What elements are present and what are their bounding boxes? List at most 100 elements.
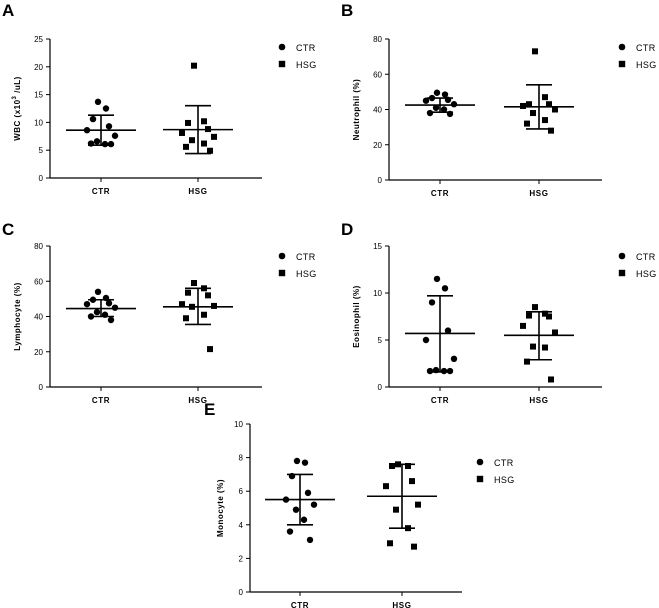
data-point bbox=[83, 300, 91, 308]
y-tick-label: 0 bbox=[239, 588, 244, 597]
panel-letter: C bbox=[2, 220, 14, 239]
x-tick-label: HSG bbox=[392, 601, 411, 608]
legend: CTR HSG bbox=[618, 43, 656, 70]
data-point bbox=[183, 315, 189, 322]
data-point bbox=[387, 540, 393, 547]
data-point bbox=[426, 367, 434, 375]
y-axis-title: Monocyte (%) bbox=[216, 479, 225, 537]
legend-label-hsg: HSG bbox=[296, 60, 317, 70]
data-point bbox=[383, 483, 389, 490]
series-ctr bbox=[405, 89, 475, 118]
y-tick-label: 0 bbox=[378, 383, 383, 392]
data-point bbox=[542, 94, 548, 101]
data-point bbox=[440, 106, 448, 113]
data-point bbox=[520, 102, 526, 109]
data-point bbox=[306, 536, 314, 544]
legend-marker-hsg bbox=[618, 60, 626, 68]
data-point bbox=[524, 120, 530, 127]
data-point bbox=[111, 304, 119, 311]
y-tick-label: 0 bbox=[378, 176, 383, 185]
data-point bbox=[440, 367, 448, 375]
legend: CTR HSG bbox=[476, 458, 514, 485]
legend-label-hsg: HSG bbox=[296, 269, 317, 279]
y-tick-label: 6 bbox=[239, 487, 244, 496]
x-tick-label: CTR bbox=[291, 601, 309, 608]
data-point bbox=[101, 140, 109, 148]
y-axis-title: WBC (x103 /uL) bbox=[12, 76, 22, 141]
data-point bbox=[520, 322, 526, 329]
legend-marker-ctr bbox=[618, 43, 626, 51]
series-ctr bbox=[405, 275, 475, 375]
data-point bbox=[389, 463, 395, 469]
y-tick-label: 40 bbox=[34, 313, 43, 322]
y-tick-label: 4 bbox=[239, 521, 244, 530]
legend: CTR HSG bbox=[618, 252, 657, 279]
legend-marker-ctr bbox=[278, 43, 286, 51]
data-point bbox=[111, 132, 119, 139]
data-point bbox=[446, 110, 454, 118]
y-tick-label: 5 bbox=[378, 336, 383, 345]
data-point bbox=[405, 463, 411, 469]
data-point bbox=[450, 101, 458, 108]
y-tick-label: 80 bbox=[34, 242, 43, 251]
x-tick-label: HSG bbox=[188, 187, 207, 196]
series-ctr bbox=[66, 98, 136, 148]
data-point bbox=[201, 118, 207, 125]
data-point bbox=[102, 294, 110, 302]
data-point bbox=[409, 478, 415, 485]
data-point bbox=[185, 119, 191, 126]
data-point bbox=[292, 506, 300, 513]
panel-a: A 0 5 10 15 20 25 WBC (x103 /uL) CTR HSG CTR HSG bbox=[2, 1, 317, 196]
data-point bbox=[205, 126, 211, 133]
series-ctr bbox=[66, 288, 136, 324]
y-tick-label: 60 bbox=[34, 277, 43, 286]
y-tick-label: 80 bbox=[373, 35, 382, 44]
data-point bbox=[105, 123, 113, 130]
data-point bbox=[524, 358, 530, 365]
data-point bbox=[286, 528, 294, 535]
data-point bbox=[530, 110, 536, 117]
y-tick-label: 60 bbox=[373, 70, 382, 79]
data-point bbox=[293, 457, 301, 465]
data-point bbox=[526, 312, 532, 319]
data-point bbox=[432, 104, 440, 111]
data-point bbox=[288, 472, 296, 480]
data-point bbox=[201, 140, 207, 147]
y-tick-label: 20 bbox=[373, 141, 382, 150]
data-point bbox=[446, 367, 454, 375]
legend-label-ctr: CTR bbox=[636, 252, 656, 262]
y-tick-label: 10 bbox=[234, 420, 243, 429]
data-point bbox=[444, 96, 452, 104]
data-point bbox=[191, 62, 197, 69]
legend-marker-ctr bbox=[476, 458, 484, 466]
legend-marker-hsg bbox=[278, 60, 286, 68]
y-tick-label: 25 bbox=[34, 35, 43, 44]
data-point bbox=[542, 344, 548, 351]
y-tick-label: 40 bbox=[373, 106, 382, 115]
panel-e: E 0 2 4 6 8 10 Monocyte (%) CTR HSG CTR HSG bbox=[204, 400, 514, 608]
data-point bbox=[179, 129, 185, 136]
y-axis-title: Neutrophil (%) bbox=[352, 79, 361, 141]
data-point bbox=[282, 496, 290, 503]
y-tick-label: 20 bbox=[34, 348, 43, 357]
y-tick-label: 2 bbox=[239, 554, 244, 563]
data-point bbox=[542, 117, 548, 124]
panel-c: C 0 20 40 60 80 Lymphocyte (%) CTR HSG CTR HSG bbox=[2, 220, 317, 405]
data-point bbox=[532, 304, 538, 311]
legend-label-ctr: CTR bbox=[494, 458, 514, 468]
data-point bbox=[432, 366, 440, 374]
data-point bbox=[205, 292, 211, 299]
panel-letter: E bbox=[204, 400, 215, 419]
y-axis-title: Eosinophil (%) bbox=[352, 285, 361, 348]
data-point bbox=[183, 143, 189, 150]
data-point bbox=[87, 313, 95, 320]
legend-label-hsg: HSG bbox=[636, 269, 657, 279]
data-point bbox=[207, 147, 213, 154]
legend-marker-hsg bbox=[278, 269, 286, 277]
data-point bbox=[179, 301, 185, 308]
x-tick-label: CTR bbox=[92, 187, 110, 196]
data-point bbox=[530, 343, 536, 350]
legend-label-ctr: CTR bbox=[296, 43, 316, 53]
data-point bbox=[546, 101, 552, 108]
